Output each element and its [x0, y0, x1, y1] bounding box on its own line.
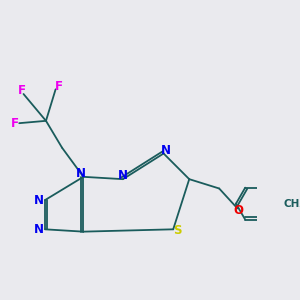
Text: O: O	[234, 204, 244, 217]
Text: N: N	[161, 144, 171, 158]
Text: F: F	[11, 117, 19, 130]
Text: CH₃: CH₃	[284, 199, 300, 209]
Text: N: N	[76, 167, 86, 180]
Text: S: S	[174, 224, 182, 237]
Text: F: F	[18, 84, 26, 98]
Text: N: N	[118, 169, 128, 182]
Text: F: F	[55, 80, 63, 93]
Text: N: N	[34, 194, 44, 207]
Text: N: N	[34, 223, 44, 236]
